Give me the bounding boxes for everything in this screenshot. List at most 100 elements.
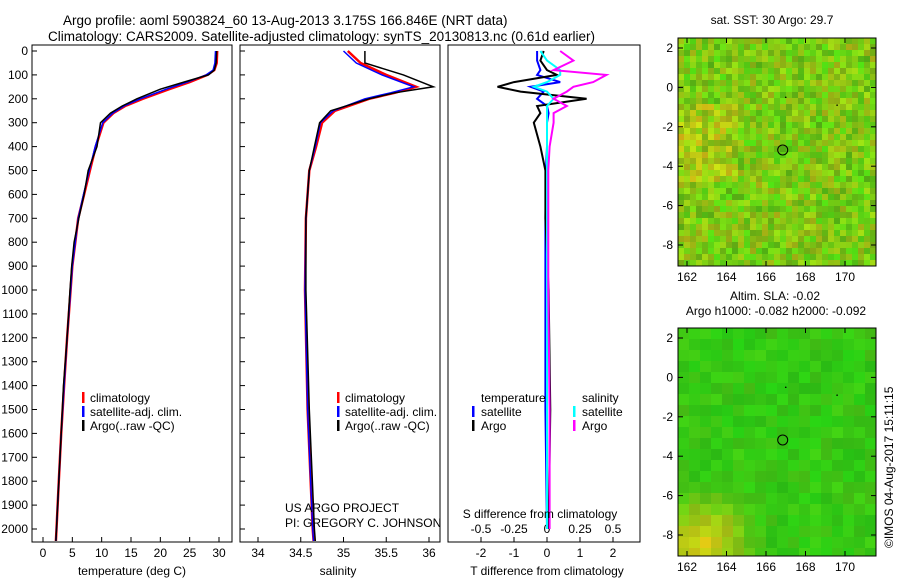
map-cell <box>726 152 732 158</box>
map-cell <box>689 394 700 405</box>
map-cell <box>870 74 876 80</box>
map-cell <box>834 200 840 206</box>
map-cell <box>733 394 744 405</box>
map-cell <box>711 460 722 471</box>
map-cell <box>792 50 798 56</box>
map-cell <box>786 74 792 80</box>
map-cell <box>720 140 726 146</box>
map-cell <box>822 98 828 104</box>
map-cell <box>755 328 766 339</box>
map-cell <box>714 128 720 134</box>
map-cell <box>700 460 711 471</box>
map-cell <box>711 449 722 460</box>
map-cell <box>780 200 786 206</box>
map-cell <box>690 206 696 212</box>
map-cell <box>702 74 708 80</box>
map-cell <box>726 44 732 50</box>
map-cell <box>744 128 750 134</box>
map-cell <box>786 200 792 206</box>
y-tick-label: 900 <box>8 259 28 273</box>
map-cell <box>690 140 696 146</box>
map-cell <box>700 350 711 361</box>
map-cell <box>768 140 774 146</box>
map-cell <box>804 146 810 152</box>
map-cell <box>870 140 876 146</box>
map-cell <box>689 471 700 482</box>
map-cell <box>834 98 840 104</box>
legend-swatch <box>337 420 340 431</box>
map-cell <box>732 92 738 98</box>
map-cell <box>700 438 711 449</box>
map-cell <box>804 80 810 86</box>
map-cell <box>852 74 858 80</box>
map-cell <box>828 116 834 122</box>
map-cell <box>834 164 840 170</box>
map-cell <box>711 416 722 427</box>
map-cell <box>798 116 804 122</box>
map-cell <box>799 361 810 372</box>
map-cell <box>834 242 840 248</box>
map-cell <box>804 74 810 80</box>
map-cell <box>810 74 816 80</box>
map-cell <box>690 68 696 74</box>
map-cell <box>799 405 810 416</box>
map-cell <box>711 515 722 526</box>
map-cell <box>822 92 828 98</box>
map-cell <box>708 92 714 98</box>
map-cell <box>858 206 864 212</box>
map-cell <box>810 394 821 405</box>
map-cell <box>756 128 762 134</box>
map-cell <box>700 328 711 339</box>
temperature-argo-line <box>55 50 218 542</box>
temperature-satellite-line <box>55 50 217 542</box>
map-cell <box>768 44 774 50</box>
map-cell <box>702 62 708 68</box>
map-cell <box>684 56 690 62</box>
map-cell <box>684 50 690 56</box>
map-cell <box>834 104 840 110</box>
map-cell <box>714 110 720 116</box>
map-cell <box>755 339 766 350</box>
map-cell <box>678 128 684 134</box>
map-cell <box>756 170 762 176</box>
map-cell <box>816 38 822 44</box>
map-cell <box>708 74 714 80</box>
float-dot <box>784 96 787 99</box>
map-cell <box>828 44 834 50</box>
map-cell <box>810 62 816 68</box>
map-cell <box>798 224 804 230</box>
map-cell <box>810 230 816 236</box>
map-cell <box>678 427 689 438</box>
map-cell <box>843 339 854 350</box>
map-cell <box>810 44 816 50</box>
map-cell <box>854 515 865 526</box>
map-cell <box>702 242 708 248</box>
map-cell <box>780 260 786 266</box>
map-cell <box>810 515 821 526</box>
map-cell <box>774 176 780 182</box>
map-cell <box>834 80 840 86</box>
map-cell <box>821 537 832 548</box>
map-cell <box>792 134 798 140</box>
map-cell <box>822 86 828 92</box>
map-cell <box>810 248 816 254</box>
map-cell <box>720 146 726 152</box>
map-cell <box>750 110 756 116</box>
map-cell <box>750 188 756 194</box>
map-cell <box>726 236 732 242</box>
map-cell <box>846 56 852 62</box>
map-cell <box>708 104 714 110</box>
map-cell <box>678 405 689 416</box>
map-cell <box>834 224 840 230</box>
map-cell <box>762 68 768 74</box>
map-cell <box>690 194 696 200</box>
map-cell <box>854 383 865 394</box>
map-cell <box>732 146 738 152</box>
map-cell <box>726 56 732 62</box>
map-cell <box>738 206 744 212</box>
map-cell <box>821 460 832 471</box>
map-cell <box>834 212 840 218</box>
map-cell <box>722 504 733 515</box>
map-cell <box>821 394 832 405</box>
